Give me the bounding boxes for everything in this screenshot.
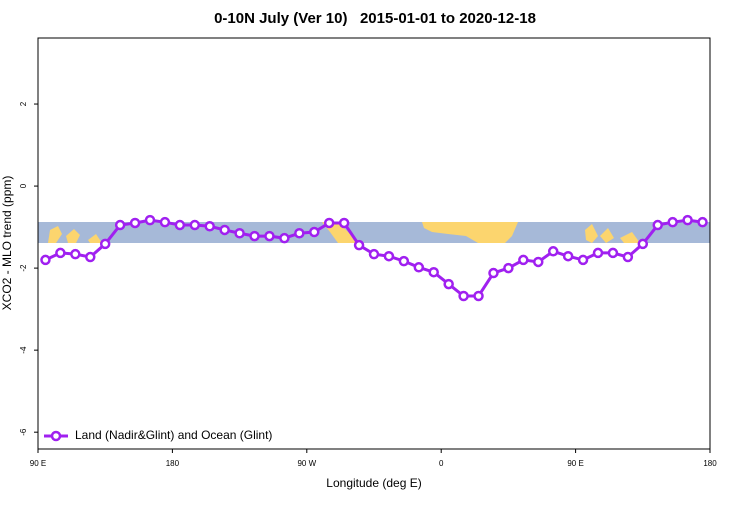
data-point [488,267,499,279]
y-axis-label: XCO2 - MLO trend (ppm) [0,176,14,311]
data-point [159,216,171,228]
y-tick-label: 2 [19,101,28,106]
land [48,226,102,243]
data-point [40,254,51,266]
data-point [219,224,230,236]
data-point [667,216,678,228]
land [585,224,640,243]
x-tick-label: 90 E [567,459,583,468]
data-point [637,238,649,250]
x-tick-label: 90 W [297,459,316,468]
data-point [114,219,126,231]
data-point [323,217,335,229]
legend-label: Land (Nadir&Glint) and Ocean (Glint) [75,428,272,442]
data-point [503,262,514,274]
data-point [189,219,201,231]
y-tick-label: -2 [19,264,28,272]
x-tick-label: 180 [166,459,180,468]
data-point [234,227,245,239]
data-point [443,278,454,290]
data-point [204,221,215,232]
land [422,222,518,243]
data-point [592,247,604,259]
plot-frame [37,37,711,450]
data-point [70,248,81,260]
data-point [368,248,380,260]
data-point [547,246,559,257]
data-point [413,262,425,273]
data-point [309,226,320,238]
data-point [697,216,708,228]
x-tick-label: 0 [439,459,444,468]
data-point [428,266,439,278]
data-point [264,230,275,242]
data-point [279,232,290,244]
data-point [622,251,634,263]
data-point [353,239,365,251]
data-point [577,254,589,266]
data-point [85,251,96,263]
data-point [294,227,305,239]
data-point [473,290,484,302]
x-tick-label: 90 E [30,459,46,468]
chart-title: 0-10N July (Ver 10) 2015-01-01 to 2020-1… [214,10,536,27]
data-point [458,290,469,302]
data-point [99,238,111,250]
data-point [129,217,141,229]
data-point [174,219,186,231]
x-tick-label: 180 [703,459,717,468]
y-tick-label: 0 [19,183,28,188]
data-point [338,217,350,229]
data-point [249,230,260,242]
legend-marker [50,430,62,442]
x-axis-label: Longitude (deg E) [326,476,421,490]
data-point [533,256,544,268]
data-point [682,214,693,226]
data-point [518,254,529,266]
data-point [383,250,395,262]
data-point [398,255,410,267]
y-tick-label: -6 [19,428,28,436]
data-point [144,214,156,226]
data-point [652,219,663,231]
data-point [607,247,619,259]
data-point [55,247,66,259]
y-tick-label: -4 [19,346,28,354]
data-point [562,250,574,262]
